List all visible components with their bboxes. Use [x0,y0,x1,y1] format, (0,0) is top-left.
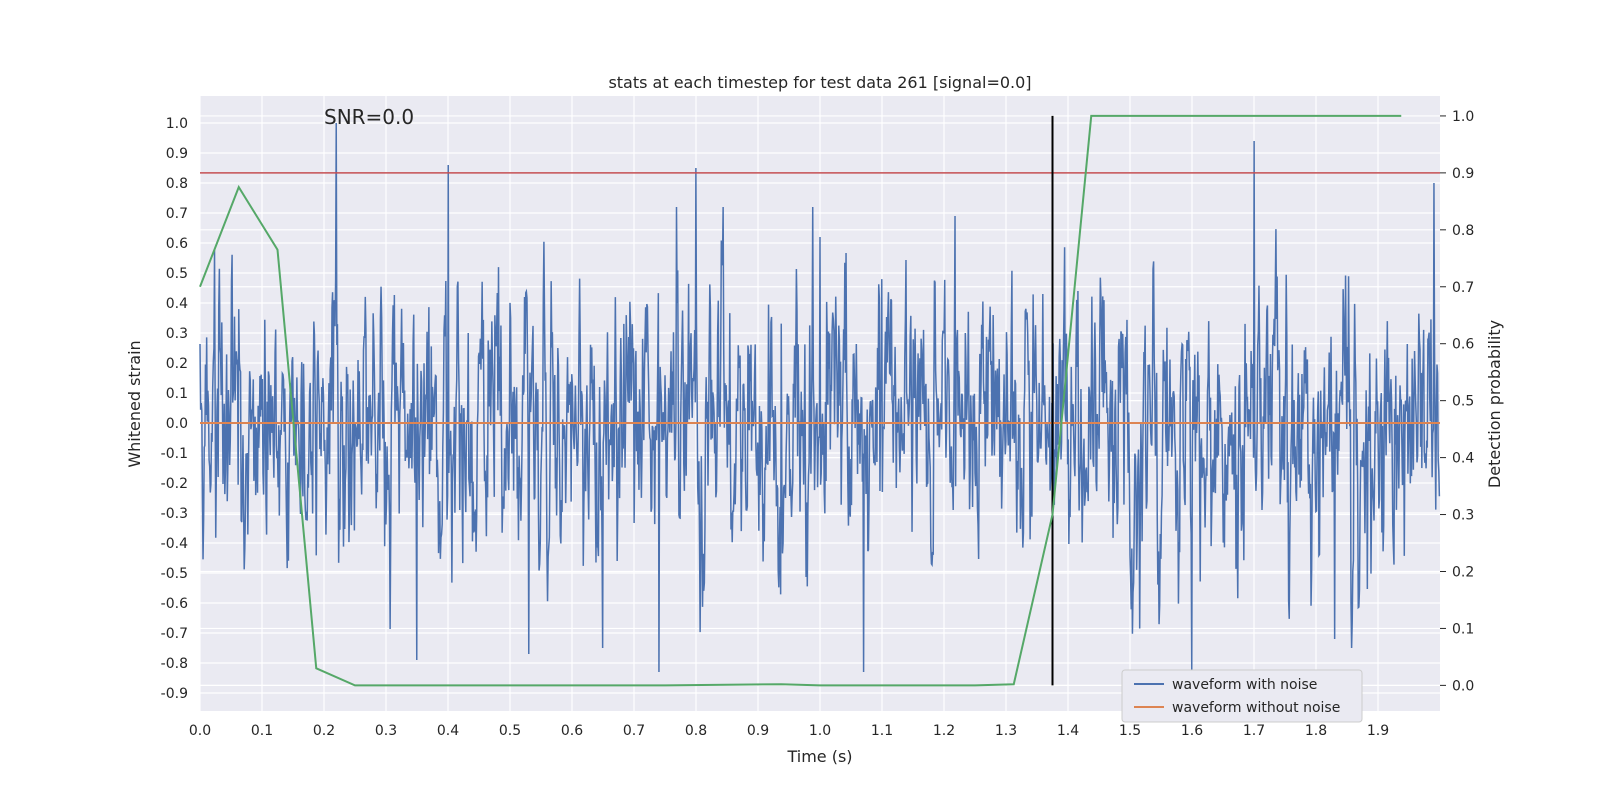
series-waveform-with-noise [199,122,1441,673]
y-left-tick-label: -0.3 [161,506,188,522]
x-tick-label: 0.1 [251,723,273,739]
x-axis-label: Time (s) [786,747,852,766]
x-tick-label: 1.9 [1367,723,1389,739]
series-detection-probability [199,114,1402,687]
x-tick-label: 0.6 [561,723,583,739]
y-right-tick-label: 0.5 [1452,394,1474,410]
chart-title: stats at each timestep for test data 261… [608,73,1031,92]
y-right-tick-label: 0.0 [1452,678,1474,694]
data-series-layer [199,114,1441,687]
x-tick-label: 0.2 [313,723,335,739]
y-left-tick-label: 0.3 [166,326,188,342]
legend-box [1121,669,1363,723]
y-left-tick-label: -0.9 [161,686,188,702]
y-left-tick-label: 0.5 [166,266,188,282]
x-tick-label: 0.5 [499,723,521,739]
tick-labels: 0.0 0.1 0.2 0.3 0.4 0.5 0.6 0.7 0.8 0.9 1.0 1.1 1.2 1… [161,109,1475,739]
x-tick-label: 0.0 [189,723,211,739]
y-right-tick-label: 0.6 [1452,337,1474,353]
x-tick-label: 1.6 [1181,723,1203,739]
x-tick-label: 0.9 [747,723,769,739]
y-left-tick-label: 0.1 [166,386,188,402]
y-right-tick-label: 0.9 [1452,166,1474,182]
y-left-tick-label: 1.0 [166,116,188,132]
y-left-tick-label: -0.1 [161,446,188,462]
y-left-tick-label: 0.9 [166,146,188,162]
y-left-tick-label: 0.4 [166,296,188,312]
snr-annotation: SNR=0.0 [324,105,414,129]
y-axis-label-left: Whitened strain [125,340,144,467]
x-tick-label: 1.4 [1057,723,1079,739]
x-tick-label: 1.5 [1119,723,1141,739]
legend-label-noise: waveform with noise [1172,677,1317,693]
y-left-tick-label: -0.6 [161,596,188,612]
x-tick-label: 1.8 [1305,723,1327,739]
x-tick-label: 0.7 [623,723,645,739]
y-right-tick-label: 1.0 [1452,109,1474,125]
y-right-tick-label: 0.1 [1452,621,1474,637]
x-tick-label: 1.7 [1243,723,1265,739]
y-left-tick-label: 0.6 [166,236,188,252]
y-left-tick-label: 0.7 [166,206,188,222]
y-left-tick-label: 0.0 [166,416,188,432]
y-right-tick-label: 0.8 [1452,223,1474,239]
x-tick-label: 0.3 [375,723,397,739]
x-tick-label: 1.3 [995,723,1017,739]
x-tick-label: 1.0 [809,723,831,739]
y-left-tick-label: -0.2 [161,476,188,492]
y-left-tick-label: -0.4 [161,536,188,552]
y-right-tick-label: 0.2 [1452,564,1474,580]
y-axis-label-right: Detection probability [1485,320,1504,488]
y-left-tick-label: -0.7 [161,626,188,642]
y-right-tick-label: 0.3 [1452,508,1474,524]
y-left-tick-label: 0.2 [166,356,188,372]
y-right-tick-label: 0.7 [1452,280,1474,296]
x-tick-label: 0.4 [437,723,459,739]
legend-label-clean: waveform without noise [1172,700,1340,716]
y-right-tick-label: 0.4 [1452,451,1474,467]
x-tick-label: 1.1 [871,723,893,739]
x-tick-label: 1.2 [933,723,955,739]
y-left-tick-label: -0.8 [161,656,188,672]
x-tick-label: 0.8 [685,723,707,739]
y-left-tick-label: 0.8 [166,176,188,192]
y-left-tick-label: -0.5 [161,566,188,582]
legend: waveform with noise waveform without noi… [1121,669,1363,723]
